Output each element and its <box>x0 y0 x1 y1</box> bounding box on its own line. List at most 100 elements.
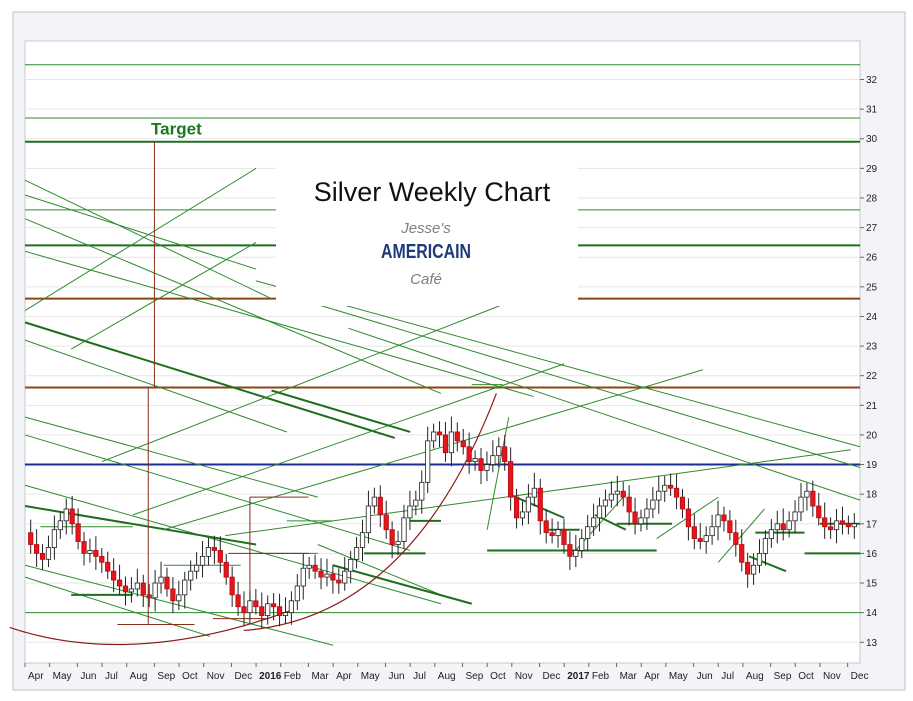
candle-body <box>205 547 212 557</box>
candle-body <box>828 526 834 531</box>
candle-body <box>555 529 561 537</box>
candle-body <box>57 520 63 531</box>
candle-body <box>454 431 460 442</box>
trend-line <box>24 179 272 300</box>
candle-body <box>377 496 383 516</box>
chart-title: Silver Weekly Chart <box>314 177 551 207</box>
trend-line <box>70 241 257 350</box>
candle-body <box>768 529 774 540</box>
candle-body <box>324 573 330 578</box>
y-tick-label: 31 <box>866 105 878 116</box>
candle-body <box>217 550 223 563</box>
candle-body <box>63 508 69 522</box>
candle-body <box>383 514 389 531</box>
candle-body <box>685 508 692 528</box>
x-tick-label: Aug <box>746 671 764 682</box>
rounding-bottom-curves <box>9 393 497 646</box>
candle-body <box>656 490 662 501</box>
rounding-curve <box>9 609 294 646</box>
candle-body <box>223 561 229 578</box>
candle-body <box>365 505 372 534</box>
title-panel <box>276 160 578 306</box>
logo-line-1: Jesse's <box>400 220 451 237</box>
trend-line <box>24 218 442 394</box>
y-tick-label: 32 <box>866 75 878 86</box>
candle-body <box>276 606 283 617</box>
logo-line-3: Café <box>410 271 442 288</box>
trend-line <box>24 250 534 397</box>
candle-body <box>715 514 721 528</box>
candle-body <box>614 490 620 495</box>
trend-line <box>163 369 704 531</box>
candle-body <box>822 517 828 528</box>
candle-body <box>585 526 591 539</box>
x-tick-label: May <box>669 671 688 682</box>
candle-body <box>620 490 626 498</box>
candle-body <box>762 538 769 554</box>
candle-body <box>638 517 644 525</box>
x-tick-label: Jun <box>697 671 713 682</box>
candle-body <box>466 446 472 462</box>
x-tick-label: Jul <box>105 671 118 682</box>
y-tick-label: 30 <box>866 134 878 145</box>
measured-move-lines <box>117 141 309 625</box>
trend-line <box>24 339 288 433</box>
candle-body <box>756 553 763 566</box>
candle-body <box>774 523 780 531</box>
candle-body <box>152 582 158 599</box>
candle-body <box>596 505 603 519</box>
candle-body <box>45 547 52 560</box>
trend-line <box>317 544 442 596</box>
trend-line <box>132 363 565 516</box>
candle-body <box>626 496 632 513</box>
candle-body <box>519 511 526 519</box>
candle-body <box>650 499 656 510</box>
candle-body <box>567 544 573 557</box>
y-tick-label: 23 <box>866 342 878 353</box>
candle-body <box>34 544 40 554</box>
candle-body <box>282 612 289 617</box>
candle-body <box>312 564 318 572</box>
candle-body <box>697 538 703 542</box>
candle-body <box>691 526 697 539</box>
candle-body <box>436 431 443 436</box>
trend-line <box>332 564 473 605</box>
x-tick-label: 2017 <box>567 671 590 682</box>
candle-body <box>561 529 567 545</box>
y-tick-label: 20 <box>866 430 878 441</box>
candle-body <box>300 567 306 587</box>
y-tick-label: 17 <box>866 519 878 530</box>
trend-line <box>317 304 861 468</box>
candle-body <box>668 484 674 489</box>
candle-body <box>709 526 715 537</box>
y-tick-label: 22 <box>866 371 878 382</box>
candle-body <box>69 508 75 525</box>
candle-body <box>851 523 857 528</box>
candle-body <box>537 487 543 522</box>
candle-body <box>833 520 840 531</box>
candle-body <box>496 446 502 457</box>
candle-body <box>804 490 810 498</box>
x-tick-label: Jul <box>721 671 734 682</box>
candle-body <box>662 484 668 492</box>
candle-body <box>395 541 401 545</box>
candle-body <box>590 517 597 528</box>
candle-body <box>241 606 247 614</box>
y-tick-label: 24 <box>866 312 878 323</box>
y-tick-label: 28 <box>866 193 878 204</box>
x-tick-label: Dec <box>543 671 561 682</box>
candle-body <box>513 496 520 519</box>
candle-body <box>780 523 786 531</box>
x-tick-label: Jun <box>80 671 96 682</box>
trend-line <box>24 167 257 311</box>
candle-body <box>111 570 117 581</box>
candle-body <box>721 514 727 522</box>
candle-body <box>745 561 751 575</box>
candle-body <box>93 550 99 557</box>
target-label: Target <box>151 120 202 139</box>
candle-body <box>608 493 614 501</box>
candle-body <box>235 594 241 608</box>
logo: Jesse's AMERICAIN Café <box>381 220 471 288</box>
